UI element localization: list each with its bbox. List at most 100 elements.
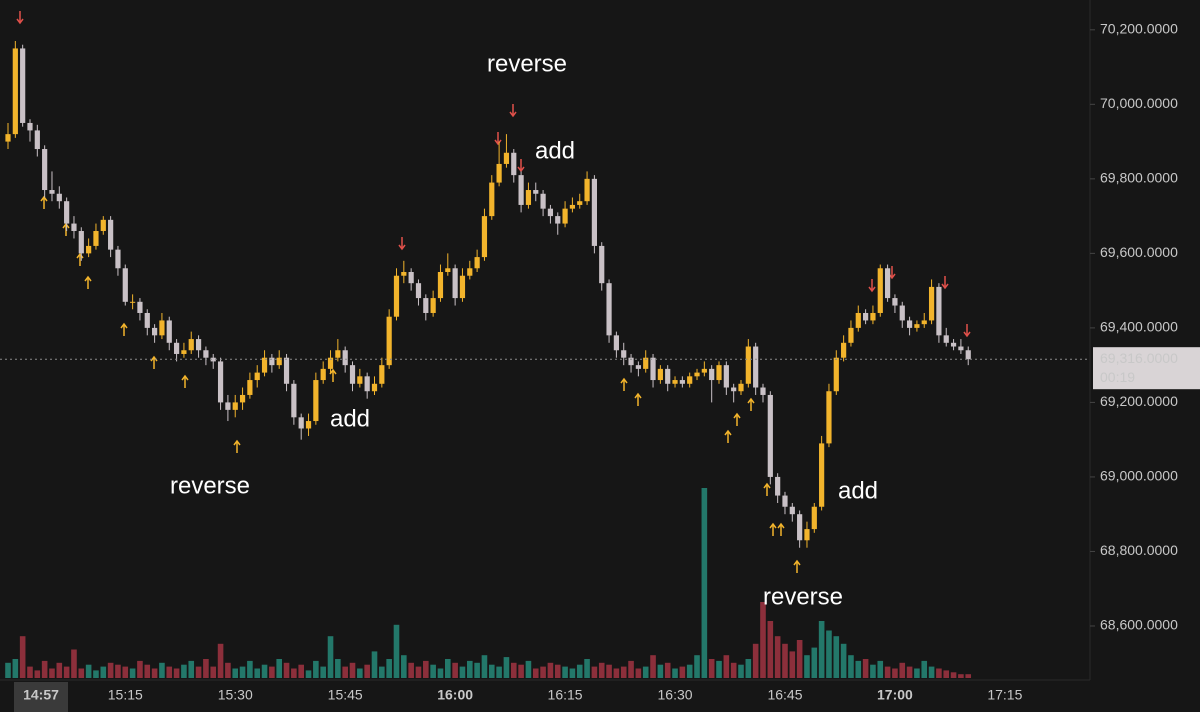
volume-bar bbox=[313, 660, 319, 678]
candle-body bbox=[657, 368, 663, 381]
candle-body bbox=[371, 383, 378, 392]
candle-body bbox=[298, 417, 304, 429]
candle-body bbox=[921, 320, 927, 325]
volume-bar bbox=[181, 664, 187, 678]
y-tick-label: 69,800.0000 bbox=[1100, 170, 1178, 186]
volume-bar bbox=[481, 655, 488, 678]
candle-body bbox=[144, 312, 150, 328]
sell-signal-arrow bbox=[398, 237, 406, 251]
candle-body bbox=[173, 342, 180, 354]
candle-body bbox=[826, 391, 832, 444]
candle-body bbox=[467, 268, 473, 276]
volume-bar bbox=[408, 662, 414, 678]
candle-body bbox=[841, 342, 847, 358]
volume-bar bbox=[159, 662, 165, 678]
candle-body bbox=[393, 275, 400, 317]
volume-bar bbox=[452, 662, 458, 678]
volume-bar bbox=[122, 666, 129, 678]
y-tick-label: 70,200.0000 bbox=[1100, 21, 1178, 37]
volume-bar bbox=[78, 668, 85, 678]
volume-bar bbox=[547, 662, 554, 678]
volume-bar bbox=[716, 660, 722, 678]
volume-bar bbox=[225, 662, 231, 678]
candle-body bbox=[569, 204, 576, 209]
candle-body bbox=[885, 268, 891, 299]
volume-bar bbox=[459, 666, 466, 678]
y-tick-label: 69,400.0000 bbox=[1100, 319, 1178, 335]
candle-body bbox=[130, 301, 136, 303]
last-price-label: 69,316.0000 bbox=[1100, 350, 1178, 366]
volume-bar bbox=[335, 659, 341, 678]
volume-bar bbox=[100, 666, 107, 678]
volume-bar bbox=[291, 668, 297, 678]
candle-body bbox=[628, 357, 634, 366]
candle-body bbox=[459, 275, 466, 299]
candle-body bbox=[797, 514, 803, 541]
volume-bar bbox=[899, 662, 906, 678]
volume-bar bbox=[137, 660, 143, 678]
candle-body bbox=[225, 402, 231, 410]
buy-signal-arrow bbox=[769, 522, 777, 536]
candle-body bbox=[481, 216, 488, 258]
candle-body bbox=[276, 357, 282, 366]
candle-body bbox=[489, 182, 495, 217]
candle-body bbox=[965, 350, 971, 360]
volume-bar bbox=[708, 659, 715, 678]
volume-bar bbox=[576, 664, 583, 678]
buy-signal-arrow bbox=[181, 374, 189, 388]
candle-body bbox=[577, 201, 583, 205]
volume-bar bbox=[811, 647, 818, 678]
annotation: reverse bbox=[170, 472, 250, 499]
volume-bar bbox=[686, 664, 693, 678]
candle-body bbox=[525, 190, 532, 205]
candle-body bbox=[958, 346, 964, 351]
candle-body bbox=[349, 365, 356, 384]
candle-body bbox=[437, 272, 444, 299]
volume-bar bbox=[327, 636, 334, 678]
volume-bar bbox=[562, 666, 568, 678]
candle-body bbox=[591, 178, 597, 246]
volume-bar bbox=[386, 659, 392, 678]
volume-bar bbox=[606, 664, 612, 678]
buy-signal-arrow bbox=[763, 482, 771, 496]
y-tick-label: 68,600.0000 bbox=[1100, 617, 1178, 633]
candle-body bbox=[269, 357, 275, 366]
volume-bar bbox=[85, 664, 92, 678]
volume-bar bbox=[936, 668, 942, 678]
volume-bar bbox=[166, 666, 173, 678]
volume-bar bbox=[415, 666, 422, 678]
sell-signal-arrow bbox=[509, 104, 517, 118]
candle-body bbox=[93, 231, 99, 246]
candle-body bbox=[217, 361, 224, 403]
y-tick-label: 69,200.0000 bbox=[1100, 393, 1178, 409]
candle-body bbox=[833, 357, 839, 392]
candle-body bbox=[511, 152, 517, 176]
volume-bar bbox=[532, 668, 539, 678]
candle-body bbox=[701, 368, 707, 373]
candle-body bbox=[386, 316, 392, 366]
volume-bar bbox=[943, 670, 950, 678]
candle-body bbox=[71, 223, 77, 232]
volume-bar bbox=[379, 666, 385, 678]
volume-bar bbox=[430, 664, 436, 678]
volume-bar bbox=[518, 664, 524, 678]
candle-body bbox=[152, 327, 158, 336]
volume-bar bbox=[870, 664, 876, 678]
x-tick-label: 15:30 bbox=[218, 687, 253, 703]
volume-bar bbox=[34, 670, 41, 678]
x-tick-label: 16:15 bbox=[548, 687, 583, 703]
volume-bar bbox=[760, 602, 766, 678]
candle-body bbox=[906, 320, 913, 328]
candle-body bbox=[606, 283, 612, 336]
volume-bar bbox=[892, 668, 898, 678]
volume-bar bbox=[41, 660, 48, 678]
volume-bar bbox=[620, 666, 627, 678]
volume-bar bbox=[210, 666, 217, 678]
volume-bar bbox=[855, 660, 862, 678]
candle-body bbox=[870, 312, 876, 321]
candle-body bbox=[665, 368, 671, 384]
buy-signal-arrow bbox=[84, 275, 92, 289]
volume-bar bbox=[738, 664, 744, 678]
candle-body bbox=[496, 163, 502, 183]
